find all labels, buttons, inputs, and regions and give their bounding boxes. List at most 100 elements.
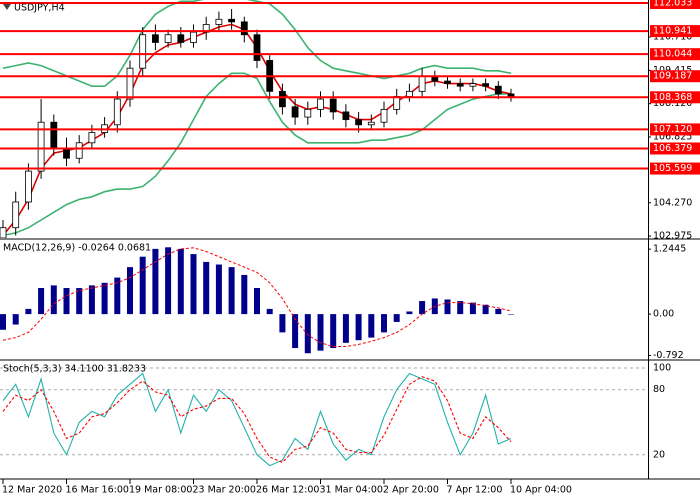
candle-body xyxy=(190,31,197,43)
macd-bar xyxy=(152,248,159,315)
candle-body xyxy=(444,80,451,85)
candle-body xyxy=(0,227,7,238)
macd-bar xyxy=(469,302,476,315)
macd-bar xyxy=(190,254,197,315)
level-label: 110.941 xyxy=(653,26,692,37)
x-tick-label: 16 Mar 16:00 xyxy=(66,485,129,496)
candle-body xyxy=(50,121,58,149)
candle-body xyxy=(317,98,324,110)
candle-body xyxy=(355,119,363,126)
macd-bar xyxy=(330,314,337,349)
macd-bar xyxy=(457,301,464,315)
panel-title: Stoch(5,3,3) 34.1100 31.8233 xyxy=(3,364,146,375)
level-label: 109.187 xyxy=(653,71,692,82)
macd-bar xyxy=(25,308,32,315)
candle-body xyxy=(12,201,20,229)
macd-bar xyxy=(127,267,133,315)
y-tick-label: 20 xyxy=(653,449,665,460)
macd-bar xyxy=(368,314,375,338)
macd-bar xyxy=(76,288,83,315)
level-label-bg xyxy=(650,70,700,83)
x-tick-label: 31 Mar 04:00 xyxy=(320,485,383,496)
level-label-bg xyxy=(650,25,700,38)
candle-body xyxy=(253,34,261,61)
stoch-line xyxy=(2,372,512,467)
macd-bar xyxy=(393,314,400,322)
level-label: 107.120 xyxy=(653,124,692,135)
macd-bar xyxy=(254,288,260,315)
macd-bar xyxy=(114,277,121,315)
candle-body xyxy=(418,75,426,92)
candle-body xyxy=(177,34,185,43)
panel xyxy=(0,247,514,354)
candle-body xyxy=(304,108,312,118)
candle-body xyxy=(139,34,147,69)
panel xyxy=(0,367,648,467)
candle-body xyxy=(367,121,375,126)
macd-bar xyxy=(508,314,514,315)
macd-bar xyxy=(50,285,57,315)
macd-bar xyxy=(177,248,184,315)
symbol-icon xyxy=(3,4,11,10)
candle-body xyxy=(405,90,413,97)
x-tick-label: 7 Apr 12:00 xyxy=(447,485,503,496)
level-label-bg xyxy=(650,0,700,10)
x-tick-label: 10 Apr 04:00 xyxy=(510,485,572,496)
candle-body xyxy=(393,96,401,110)
y-tick-label: 1.2445 xyxy=(653,244,686,255)
macd-bar xyxy=(355,314,362,341)
candle-body xyxy=(151,34,159,43)
y-tick-label: 104.270 xyxy=(653,197,692,208)
macd-bar xyxy=(279,314,286,333)
panel-title: USDJPY,H4 xyxy=(14,3,65,14)
macd-bar xyxy=(241,274,248,315)
y-tick-label: 80 xyxy=(653,384,665,395)
candle-body xyxy=(63,147,70,159)
y-tick-label: 0.00 xyxy=(653,309,674,320)
macd-bar xyxy=(0,314,6,330)
macd-bar xyxy=(101,282,108,315)
macd-bar xyxy=(342,314,349,343)
level-label-bg xyxy=(650,91,700,104)
macd-bar xyxy=(495,308,502,315)
level-label-bg xyxy=(650,162,700,175)
x-tick-label: 2 Apr 20:00 xyxy=(383,485,439,496)
macd-bar xyxy=(266,308,273,315)
macd-bar xyxy=(165,247,172,315)
y-tick-label: 106.825 xyxy=(653,132,692,143)
level-label: 110.044 xyxy=(653,49,692,60)
y-tick-label: 100 xyxy=(653,363,671,374)
candle-body xyxy=(75,142,83,159)
candle-body xyxy=(380,108,388,123)
candle-body xyxy=(88,132,96,144)
panel xyxy=(0,0,515,238)
candle-body xyxy=(456,83,464,87)
candle-body xyxy=(291,106,299,118)
indicator-line xyxy=(2,72,511,237)
candle-body xyxy=(507,93,515,97)
stoch-line xyxy=(2,376,512,464)
candle-body xyxy=(329,98,337,113)
macd-bar xyxy=(12,314,19,325)
x-tick-label: 19 Mar 08:00 xyxy=(129,485,192,496)
signal-line xyxy=(2,247,512,347)
x-tick-label: 23 Mar 20:00 xyxy=(193,485,256,496)
macd-bar xyxy=(203,261,210,315)
candle-body xyxy=(24,170,32,203)
macd-bar xyxy=(88,285,95,315)
candle-body xyxy=(113,98,121,126)
macd-bar xyxy=(292,314,299,349)
level-label-bg xyxy=(650,123,700,136)
candle-body xyxy=(202,24,210,33)
macd-bar xyxy=(419,301,426,315)
macd-bar xyxy=(444,299,451,315)
indicator-line xyxy=(2,0,512,87)
level-label: 108.368 xyxy=(653,92,692,103)
candle-body xyxy=(278,90,286,108)
candle-body xyxy=(215,18,223,25)
macd-bar xyxy=(381,314,387,333)
candle-body xyxy=(482,83,490,87)
level-label: 112.033 xyxy=(653,0,692,9)
